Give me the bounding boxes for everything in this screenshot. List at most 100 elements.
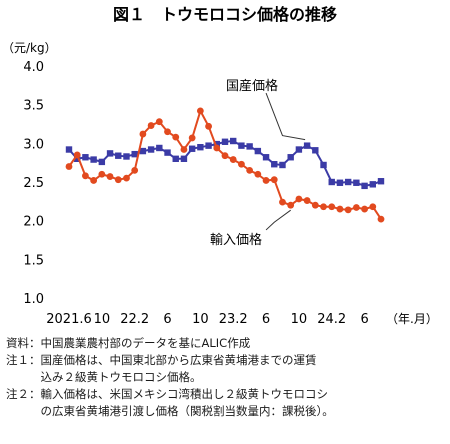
- data-point: [328, 178, 335, 186]
- data-point: [344, 178, 352, 186]
- data-point: [131, 150, 138, 158]
- data-point: [287, 154, 294, 161]
- x-tick-label: 6: [360, 312, 368, 327]
- data-point: [147, 122, 155, 129]
- data-point: [279, 161, 286, 169]
- data-point: [172, 133, 180, 141]
- y-tick-label: 3.5: [23, 99, 44, 114]
- data-point: [270, 176, 278, 184]
- y-tick-label: 2.0: [23, 215, 44, 230]
- note-2-line-2: の広東省黄埔港引渡し価格（関税割当数量内：課税後）。: [6, 404, 334, 418]
- data-point: [328, 203, 336, 211]
- domestic-leader-line: [265, 92, 306, 141]
- data-point: [246, 143, 253, 150]
- x-axis-unit: （年.月）: [386, 312, 438, 326]
- y-tick-label: 2.5: [23, 176, 44, 191]
- data-point: [295, 195, 303, 203]
- x-tick-label: 23.2: [219, 312, 248, 327]
- source-notes: 資料：中国農業農村部のデータを基にALIC作成 注１：国産価格は、中国東北部から…: [6, 335, 446, 420]
- data-point: [361, 182, 368, 190]
- data-point: [221, 152, 229, 160]
- data-point: [205, 122, 212, 130]
- data-point: [279, 198, 286, 206]
- data-point: [254, 147, 262, 155]
- data-point: [106, 173, 114, 180]
- data-point: [98, 170, 106, 178]
- x-tick-label: 24.2: [317, 312, 346, 327]
- data-point: [196, 107, 204, 115]
- data-point: [164, 149, 171, 156]
- y-tick-label: 1.5: [23, 253, 44, 268]
- data-point: [221, 138, 229, 145]
- data-point: [271, 161, 278, 168]
- series-line: [68, 108, 382, 220]
- domestic-series-label: 国産価格: [226, 78, 278, 94]
- import-leader-line: [265, 209, 291, 231]
- data-point: [352, 204, 360, 211]
- data-point: [131, 167, 139, 174]
- x-tick-label: 10: [291, 312, 308, 327]
- data-point: [262, 177, 270, 184]
- data-point: [320, 203, 327, 211]
- data-point: [353, 179, 360, 186]
- data-point: [164, 128, 171, 136]
- data-point: [115, 152, 122, 159]
- x-tick-label: 6: [163, 312, 171, 327]
- series-layer: [65, 107, 385, 223]
- y-tick-label: 4.0: [23, 60, 44, 75]
- data-point: [197, 144, 204, 151]
- data-point: [114, 176, 122, 184]
- data-point: [82, 154, 89, 161]
- data-point: [344, 206, 352, 214]
- data-point: [123, 174, 130, 182]
- x-tick-label: 22.2: [120, 312, 149, 327]
- x-axis: 2021.6 10 22.2 6 10 23.2 6 10 24.2 6: [46, 312, 368, 327]
- data-point: [262, 154, 270, 161]
- x-tick-label: 6: [262, 312, 270, 327]
- note-2-line-1: 注２：輸入価格は、米国メキシコ湾積出し２級黄トウモロコシ: [6, 387, 328, 401]
- data-point: [205, 142, 212, 149]
- data-point: [238, 160, 245, 168]
- chart-title: 図１ トウモロコシ価格の推移: [113, 5, 337, 24]
- y-axis: 1.0 1.5 2.0 2.5 3.0 3.5 4.0: [23, 60, 44, 307]
- x-tick-label: 10: [94, 312, 111, 327]
- data-point: [180, 146, 188, 153]
- data-point: [172, 155, 179, 162]
- data-point: [238, 142, 245, 149]
- data-point: [98, 158, 106, 166]
- data-point: [90, 156, 97, 163]
- data-point: [254, 170, 262, 178]
- y-tick-label: 3.0: [23, 137, 44, 152]
- data-point: [139, 147, 147, 155]
- data-point: [229, 156, 237, 163]
- import-series-label: 輸入価格: [210, 232, 262, 248]
- data-point: [106, 150, 114, 157]
- data-point: [336, 205, 344, 213]
- data-point: [188, 134, 196, 142]
- data-point: [336, 179, 344, 186]
- data-point: [65, 146, 73, 153]
- data-point: [73, 151, 81, 159]
- data-point: [303, 142, 311, 149]
- note-1-line-2: 込み２級黄トウモロコシ価格。: [6, 370, 202, 384]
- x-tick-label: 10: [192, 312, 209, 327]
- data-point: [311, 201, 319, 209]
- data-point: [74, 155, 81, 162]
- data-point: [155, 118, 163, 126]
- data-point: [139, 130, 147, 138]
- data-point: [287, 201, 295, 209]
- data-point: [295, 146, 303, 153]
- data-point: [65, 163, 73, 170]
- data-point: [246, 167, 254, 174]
- data-point: [188, 145, 196, 152]
- data-point: [377, 215, 385, 223]
- data-point: [180, 155, 188, 162]
- data-point: [377, 178, 385, 185]
- source-line: 資料：中国農業農村部のデータを基にALIC作成: [6, 336, 251, 350]
- data-point: [123, 153, 130, 160]
- data-point: [90, 177, 98, 184]
- data-point: [312, 147, 319, 154]
- data-point: [213, 140, 220, 148]
